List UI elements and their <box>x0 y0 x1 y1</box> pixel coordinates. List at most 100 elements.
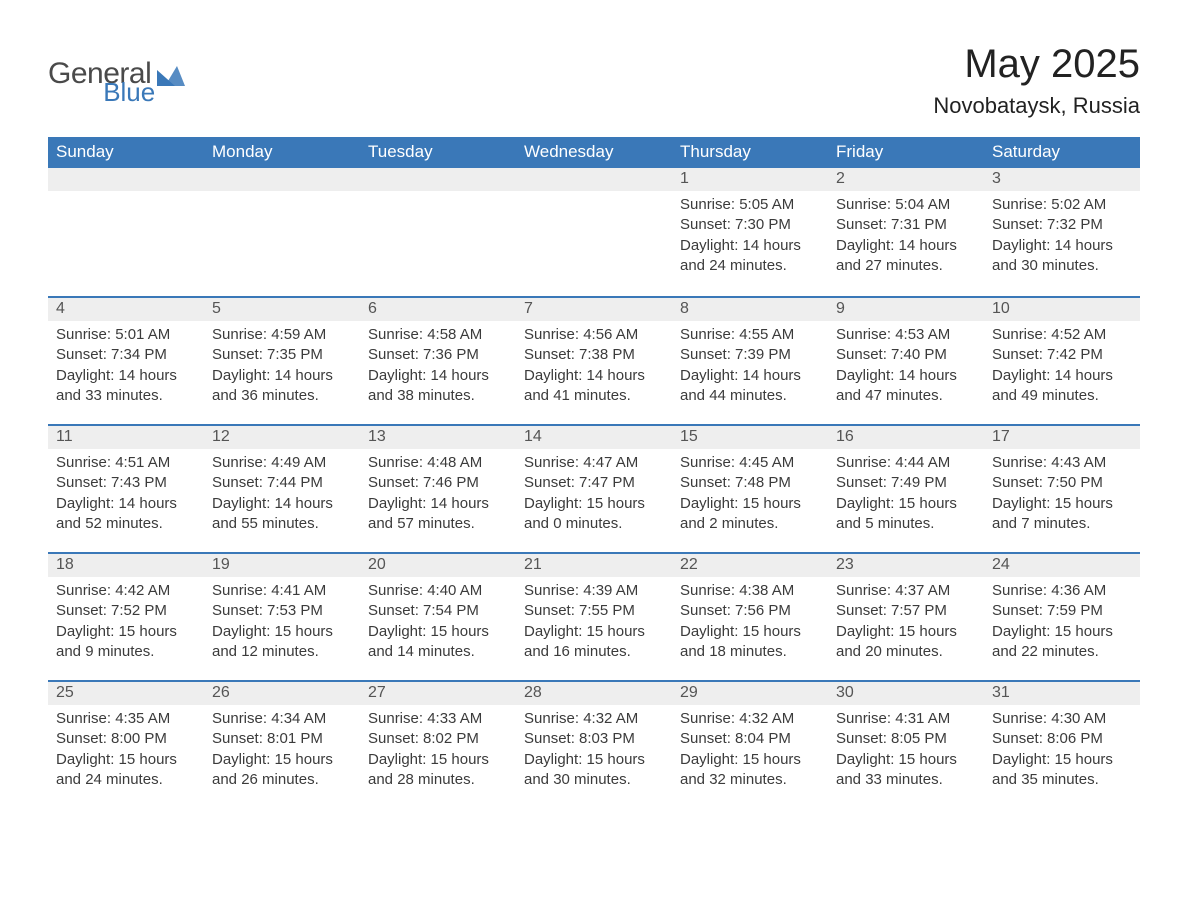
day-body: Sunrise: 4:51 AMSunset: 7:43 PMDaylight:… <box>48 449 204 544</box>
day-cell: 20Sunrise: 4:40 AMSunset: 7:54 PMDayligh… <box>360 554 516 680</box>
sunrise-line: Sunrise: 4:49 AM <box>212 453 352 473</box>
sunrise-line: Sunrise: 4:59 AM <box>212 325 352 345</box>
day-number: 7 <box>516 298 672 321</box>
daylight-line: Daylight: 14 hours and 49 minutes. <box>992 366 1132 407</box>
sunrise-line: Sunrise: 4:51 AM <box>56 453 196 473</box>
logo: General Blue <box>48 38 185 104</box>
sunrise-line: Sunrise: 4:31 AM <box>836 709 976 729</box>
sunset-line: Sunset: 7:56 PM <box>680 601 820 621</box>
day-number: 9 <box>828 298 984 321</box>
daylight-line: Daylight: 15 hours and 18 minutes. <box>680 622 820 663</box>
day-number: 8 <box>672 298 828 321</box>
day-number: 2 <box>828 168 984 191</box>
week-row: 18Sunrise: 4:42 AMSunset: 7:52 PMDayligh… <box>48 552 1140 680</box>
calendar-page: General Blue May 2025 Novobataysk, Russi… <box>0 0 1188 918</box>
sunset-line: Sunset: 7:44 PM <box>212 473 352 493</box>
sunset-line: Sunset: 7:38 PM <box>524 345 664 365</box>
day-body: Sunrise: 4:49 AMSunset: 7:44 PMDaylight:… <box>204 449 360 544</box>
sunrise-line: Sunrise: 5:05 AM <box>680 195 820 215</box>
sunset-line: Sunset: 7:46 PM <box>368 473 508 493</box>
sunrise-line: Sunrise: 4:34 AM <box>212 709 352 729</box>
sunset-line: Sunset: 7:54 PM <box>368 601 508 621</box>
day-cell: 15Sunrise: 4:45 AMSunset: 7:48 PMDayligh… <box>672 426 828 552</box>
daylight-line: Daylight: 14 hours and 44 minutes. <box>680 366 820 407</box>
sunrise-line: Sunrise: 4:36 AM <box>992 581 1132 601</box>
month-title: May 2025 <box>933 42 1140 87</box>
day-cell: 30 Sunrise: 4:31 AMSunset: 8:05 PMDayligh… <box>828 682 984 808</box>
day-body: Sunrise: 4:30 AMSunset: 8:06 PMDaylight:… <box>984 705 1140 800</box>
day-of-week-cell: Thursday <box>672 137 828 168</box>
sunrise-line: Sunrise: 4:43 AM <box>992 453 1132 473</box>
sunset-line: Sunset: 7:39 PM <box>680 345 820 365</box>
sunrise-line: Sunrise: 4:52 AM <box>992 325 1132 345</box>
week-row: 4Sunrise: 5:01 AMSunset: 7:34 PMDaylight… <box>48 296 1140 424</box>
day-number: 6 <box>360 298 516 321</box>
day-of-week-cell: Friday <box>828 137 984 168</box>
day-cell: 9Sunrise: 4:53 AMSunset: 7:40 PMDaylight… <box>828 298 984 424</box>
daylight-line: Daylight: 15 hours and 14 minutes. <box>368 622 508 663</box>
sunrise-line: Sunrise: 5:02 AM <box>992 195 1132 215</box>
sunset-line: Sunset: 7:52 PM <box>56 601 196 621</box>
day-body: Sunrise: 4:42 AMSunset: 7:52 PMDaylight:… <box>48 577 204 672</box>
day-number: . <box>204 168 360 191</box>
sunset-line: Sunset: 8:04 PM <box>680 729 820 749</box>
day-cell: 22Sunrise: 4:38 AMSunset: 7:56 PMDayligh… <box>672 554 828 680</box>
day-body: Sunrise: 4:59 AMSunset: 7:35 PMDaylight:… <box>204 321 360 416</box>
day-number: 30 <box>828 682 984 705</box>
day-body: Sunrise: 4:32 AMSunset: 8:03 PMDaylight:… <box>516 705 672 800</box>
daylight-line: Daylight: 14 hours and 33 minutes. <box>56 366 196 407</box>
sunset-line: Sunset: 7:50 PM <box>992 473 1132 493</box>
weeks-container: . . . . 1Sunrise: 5:05 AMSunset: 7:30 PM… <box>48 168 1140 808</box>
sunset-line: Sunset: 7:43 PM <box>56 473 196 493</box>
day-cell: 21Sunrise: 4:39 AMSunset: 7:55 PMDayligh… <box>516 554 672 680</box>
day-body: Sunrise: 4:56 AMSunset: 7:38 PMDaylight:… <box>516 321 672 416</box>
day-cell: . <box>516 168 672 296</box>
logo-mark-icon <box>157 64 185 88</box>
day-of-week-cell: Saturday <box>984 137 1140 168</box>
sunset-line: Sunset: 7:53 PM <box>212 601 352 621</box>
day-cell: 5Sunrise: 4:59 AMSunset: 7:35 PMDaylight… <box>204 298 360 424</box>
daylight-line: Daylight: 15 hours and 0 minutes. <box>524 494 664 535</box>
title-block: May 2025 Novobataysk, Russia <box>933 38 1140 119</box>
sunrise-line: Sunrise: 4:53 AM <box>836 325 976 345</box>
day-cell: 10Sunrise: 4:52 AMSunset: 7:42 PMDayligh… <box>984 298 1140 424</box>
day-number: 27 <box>360 682 516 705</box>
day-number: 26 <box>204 682 360 705</box>
day-body: Sunrise: 5:04 AMSunset: 7:31 PMDaylight:… <box>828 191 984 286</box>
day-cell: . <box>360 168 516 296</box>
sunset-line: Sunset: 8:05 PM <box>836 729 976 749</box>
sunset-line: Sunset: 7:34 PM <box>56 345 196 365</box>
sunrise-line: Sunrise: 4:58 AM <box>368 325 508 345</box>
daylight-line: Daylight: 15 hours and 33 minutes. <box>836 750 976 791</box>
sunrise-line: Sunrise: 4:32 AM <box>524 709 664 729</box>
day-number: 31 <box>984 682 1140 705</box>
day-cell: 27Sunrise: 4:33 AMSunset: 8:02 PMDayligh… <box>360 682 516 808</box>
day-cell: 23Sunrise: 4:37 AMSunset: 7:57 PMDayligh… <box>828 554 984 680</box>
day-of-week-cell: Tuesday <box>360 137 516 168</box>
day-cell: 17Sunrise: 4:43 AMSunset: 7:50 PMDayligh… <box>984 426 1140 552</box>
day-body: Sunrise: 4:55 AMSunset: 7:39 PMDaylight:… <box>672 321 828 416</box>
daylight-line: Daylight: 14 hours and 57 minutes. <box>368 494 508 535</box>
page-header: General Blue May 2025 Novobataysk, Russi… <box>48 38 1140 119</box>
day-number: 21 <box>516 554 672 577</box>
sunrise-line: Sunrise: 4:41 AM <box>212 581 352 601</box>
daylight-line: Daylight: 14 hours and 38 minutes. <box>368 366 508 407</box>
day-cell: 2Sunrise: 5:04 AMSunset: 7:31 PMDaylight… <box>828 168 984 296</box>
day-body: Sunrise: 4:53 AMSunset: 7:40 PMDaylight:… <box>828 321 984 416</box>
day-body: Sunrise: 4:33 AMSunset: 8:02 PMDaylight:… <box>360 705 516 800</box>
daylight-line: Daylight: 15 hours and 24 minutes. <box>56 750 196 791</box>
day-cell: 31Sunrise: 4:30 AMSunset: 8:06 PMDayligh… <box>984 682 1140 808</box>
sunrise-line: Sunrise: 4:33 AM <box>368 709 508 729</box>
day-number: 17 <box>984 426 1140 449</box>
day-cell: 12Sunrise: 4:49 AMSunset: 7:44 PMDayligh… <box>204 426 360 552</box>
day-cell: 29Sunrise: 4:32 AMSunset: 8:04 PMDayligh… <box>672 682 828 808</box>
day-cell: 26Sunrise: 4:34 AMSunset: 8:01 PMDayligh… <box>204 682 360 808</box>
day-body: Sunrise: 5:05 AMSunset: 7:30 PMDaylight:… <box>672 191 828 286</box>
sunset-line: Sunset: 7:35 PM <box>212 345 352 365</box>
day-number: 4 <box>48 298 204 321</box>
sunset-line: Sunset: 7:55 PM <box>524 601 664 621</box>
day-of-week-cell: Sunday <box>48 137 204 168</box>
day-body: Sunrise: 4:39 AMSunset: 7:55 PMDaylight:… <box>516 577 672 672</box>
sunset-line: Sunset: 8:01 PM <box>212 729 352 749</box>
sunrise-line: Sunrise: 4:39 AM <box>524 581 664 601</box>
